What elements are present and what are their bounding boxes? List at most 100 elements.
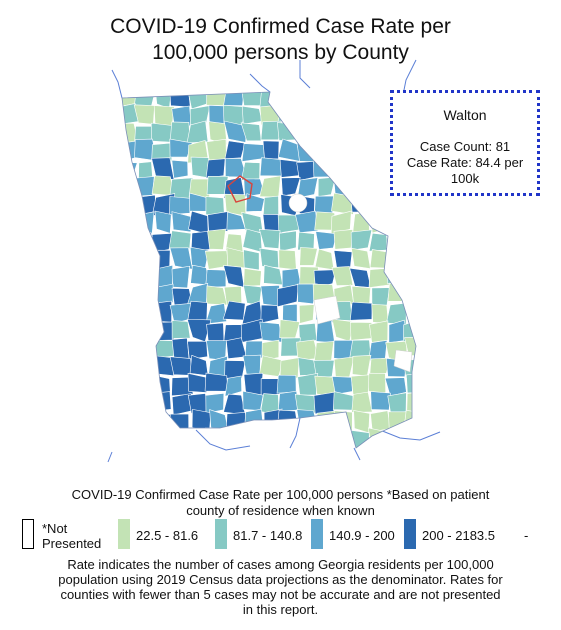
county-shape[interactable] [261,339,280,362]
county-shape[interactable] [298,304,315,324]
county-shape[interactable] [172,448,189,466]
county-shape[interactable] [169,356,193,376]
county-shape[interactable] [240,122,262,142]
county-shape[interactable] [207,228,226,250]
county-shape[interactable] [204,372,229,392]
county-shape[interactable] [116,376,137,397]
county-shape[interactable] [117,161,138,181]
county-shape[interactable] [276,409,299,433]
county-shape[interactable] [403,212,427,235]
county-shape[interactable] [188,210,209,235]
county-shape[interactable] [262,140,280,160]
county-shape[interactable] [259,175,281,198]
county-shape[interactable] [171,159,189,179]
county-shape[interactable] [262,195,279,217]
county-shape[interactable] [386,449,406,467]
county-shape[interactable] [316,448,337,467]
county-shape[interactable] [224,140,246,160]
county-shape[interactable] [118,426,138,447]
county-shape[interactable] [367,139,389,159]
county-shape[interactable] [278,90,302,108]
county-shape[interactable] [187,88,208,110]
county-shape[interactable] [387,282,409,302]
county-shape[interactable] [171,211,192,233]
georgia-county-map[interactable] [0,0,561,480]
county-shape[interactable] [187,372,211,393]
county-shape[interactable] [259,247,279,269]
county-shape[interactable] [333,356,355,378]
county-shape[interactable] [331,427,350,448]
county-shape[interactable] [406,303,424,323]
county-shape[interactable] [115,211,135,230]
county-shape[interactable] [386,229,407,250]
county-shape[interactable] [352,355,372,377]
county-shape[interactable] [259,157,283,177]
county-shape[interactable] [119,359,140,378]
county-shape[interactable] [421,211,443,233]
county-shape[interactable] [209,409,230,433]
county-shape[interactable] [421,284,442,305]
county-shape[interactable] [332,444,352,467]
county-shape[interactable] [423,429,444,451]
county-shape[interactable] [206,138,227,162]
county-shape[interactable] [134,288,155,307]
county-shape[interactable] [384,377,407,397]
county-shape[interactable] [150,264,173,289]
county-shape[interactable] [242,228,263,253]
county-shape[interactable] [371,303,389,325]
county-shape[interactable] [204,303,227,325]
county-shape[interactable] [242,354,261,376]
county-shape[interactable] [314,125,336,145]
county-shape[interactable] [296,428,316,450]
county-shape[interactable] [187,445,211,467]
county-shape[interactable] [134,356,155,379]
county-shape[interactable] [117,413,136,434]
county-shape[interactable] [280,428,299,449]
county-shape[interactable] [423,230,442,250]
county-shape[interactable] [190,156,210,178]
county-shape[interactable] [314,340,335,362]
county-shape[interactable] [403,444,426,467]
county-shape[interactable] [118,247,139,267]
county-shape[interactable] [297,445,318,468]
county-shape[interactable] [331,158,354,180]
county-shape[interactable] [279,159,300,178]
county-shape[interactable] [171,320,191,339]
county-shape[interactable] [295,210,319,233]
county-shape[interactable] [116,140,138,163]
county-shape[interactable] [240,87,264,106]
county-shape[interactable] [117,450,137,468]
county-shape[interactable] [206,322,225,343]
county-shape[interactable] [151,233,173,253]
county-shape[interactable] [279,230,297,252]
county-shape[interactable] [423,266,444,288]
county-shape[interactable] [223,427,247,449]
county-shape[interactable] [422,252,444,270]
county-shape[interactable] [296,142,319,163]
county-shape[interactable] [422,302,444,322]
county-shape[interactable] [314,89,334,110]
county-shape[interactable] [153,300,172,323]
county-shape[interactable] [353,410,370,434]
county-shape[interactable] [317,176,336,197]
county-shape[interactable] [134,318,158,338]
county-shape[interactable] [187,340,208,360]
county-shape[interactable] [313,391,336,415]
county-shape[interactable] [243,268,262,287]
county-shape[interactable] [188,427,209,449]
county-shape[interactable] [331,140,351,160]
county-shape[interactable] [315,231,338,250]
county-shape[interactable] [348,86,373,105]
county-shape[interactable] [223,393,246,416]
county-shape[interactable] [333,229,354,250]
county-shape[interactable] [350,229,373,251]
county-shape[interactable] [136,266,158,289]
county-shape[interactable] [205,269,227,288]
county-shape[interactable] [259,426,284,448]
county-shape[interactable] [191,409,212,433]
county-shape[interactable] [404,282,424,306]
county-shape[interactable] [258,229,281,249]
county-shape[interactable] [224,375,242,397]
county-shape[interactable] [169,138,193,158]
county-shape[interactable] [153,445,174,469]
